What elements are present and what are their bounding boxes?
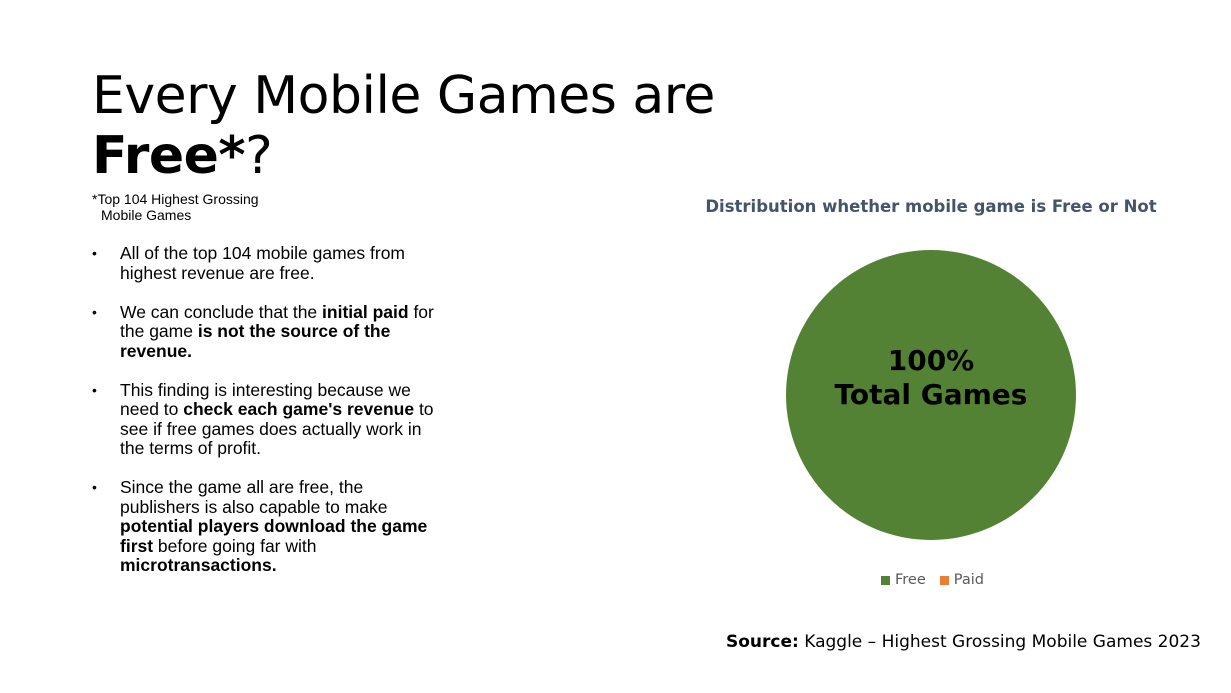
footnote: *Top 104 Highest Grossing Mobile Games — [92, 191, 259, 223]
chart-legend: Free Paid — [881, 572, 984, 588]
title-line-2: Free*? — [92, 126, 715, 186]
title-question-mark: ? — [245, 126, 273, 186]
legend-label: Free — [895, 572, 926, 588]
bullet-dot: • — [92, 479, 97, 495]
bullet-item: • All of the top 104 mobile games from hi… — [92, 243, 442, 283]
bullet-text: to see if free games does actually work … — [120, 399, 434, 458]
source-text: Kaggle – Highest Grossing Mobile Games 2… — [798, 632, 1201, 652]
legend-swatch — [939, 575, 949, 585]
bullet-list: • All of the top 104 mobile games from hi… — [92, 243, 442, 595]
legend-item-free: Free — [881, 572, 926, 588]
bullet-item: • We can conclude that the initial paid f… — [92, 301, 442, 362]
bullet-text: All of the top 104 mobile games from hig… — [120, 243, 406, 283]
bullet-text: This finding is interesting because we n… — [120, 379, 411, 419]
bullet-dot: • — [92, 245, 97, 261]
bullet-dot: • — [92, 381, 97, 398]
bullet-bold-text: check each game's revenue — [183, 399, 415, 419]
title-free-word: Free* — [92, 126, 246, 186]
chart-title: Distribution whether mobile game is Free… — [705, 197, 1157, 216]
bullet-dot: • — [92, 303, 97, 320]
bullet-item: • Since the game all are free, the publis… — [92, 477, 442, 576]
bullet-text: for the game — [120, 301, 434, 341]
pie-center-label-percent: 100% — [887, 344, 975, 377]
bullet-text: We can conclude that the — [120, 301, 323, 322]
pie-center-label-text: Total Games — [834, 378, 1028, 411]
legend-swatch — [881, 575, 890, 585]
footnote-line-2: Mobile Games — [101, 207, 192, 223]
legend-item-paid: Paid — [939, 572, 984, 588]
bullet-bold-text: initial paid — [322, 301, 409, 322]
pie-center-label: 100% Total Games — [781, 344, 1081, 412]
title-line-1: Every Mobile Games are — [92, 66, 715, 126]
bullet-text: before going far with — [153, 535, 317, 556]
bullet-text: Since the game all are free, the publish… — [120, 477, 388, 517]
slide-title: Every Mobile Games are Free*? — [92, 66, 715, 186]
bullet-bold-text: is not the source of the revenue. — [120, 321, 391, 361]
pie-slice-free — [786, 250, 1076, 540]
bullet-item: • This finding is interesting because we … — [92, 379, 442, 459]
source-citation: Source: Kaggle – Highest Grossing Mobile… — [726, 632, 1201, 652]
bullet-bold-text: potential players download the game firs… — [120, 516, 428, 556]
source-label: Source: — [726, 632, 799, 652]
legend-label: Paid — [953, 572, 984, 588]
bullet-bold-text: microtransactions. — [120, 555, 277, 575]
footnote-line-1: *Top 104 Highest Grossing — [92, 191, 259, 207]
